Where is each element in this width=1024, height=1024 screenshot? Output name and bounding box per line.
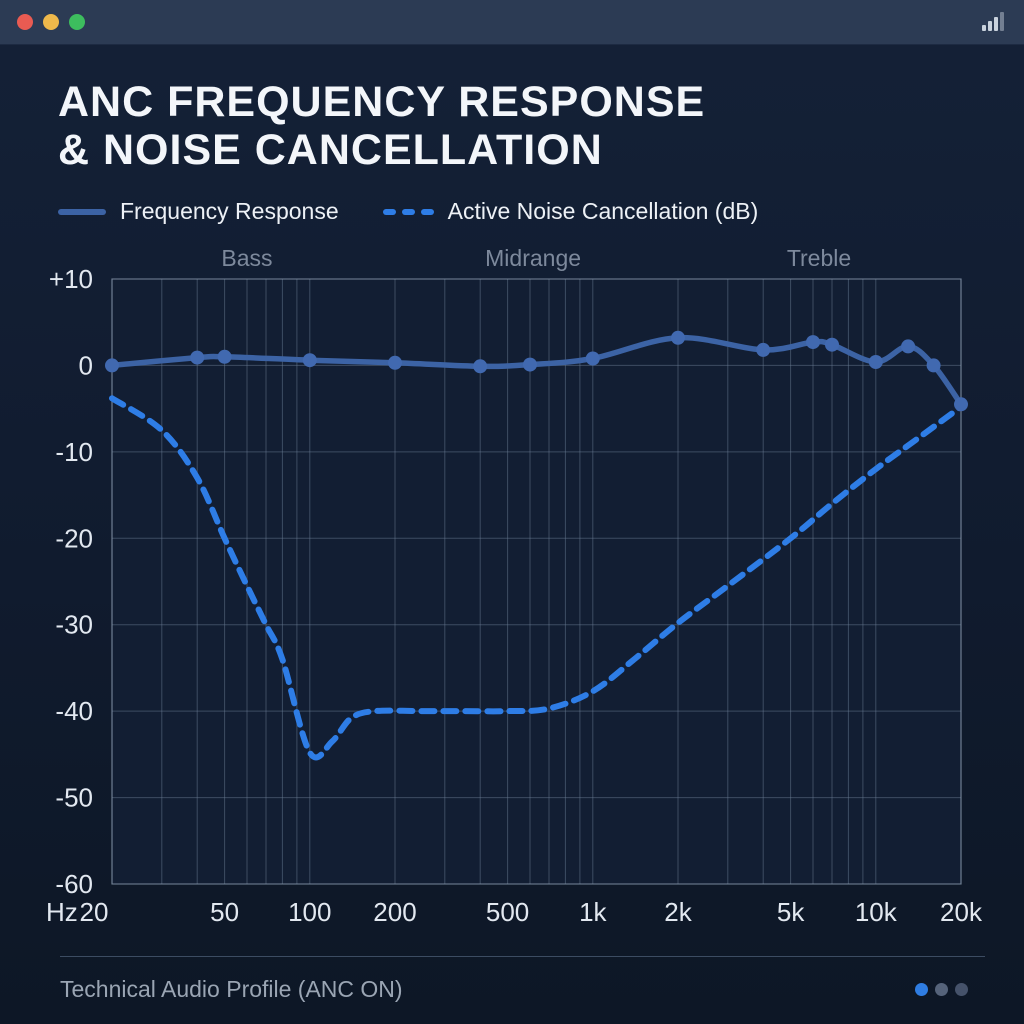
y-tick-label: -20 xyxy=(55,523,93,553)
legend-label: Frequency Response xyxy=(120,198,339,224)
plot-border xyxy=(111,278,962,885)
x-tick-label: 200 xyxy=(373,897,416,927)
frequency-response-chart: Bass Midrange Treble +10 0 -10 -20 -30 -40 -50 -60… xyxy=(46,245,983,927)
legend-label: Active Noise Cancellation (dB) xyxy=(447,198,759,224)
y-tick-label: -50 xyxy=(55,783,93,813)
x-tick-label: 500 xyxy=(486,897,529,927)
page-dot-3[interactable] xyxy=(955,983,968,996)
close-button[interactable] xyxy=(17,14,33,30)
x-tick-label: 20k xyxy=(940,897,983,927)
x-tick-label: 1k xyxy=(579,897,607,927)
x-axis-unit-label: Hz xyxy=(46,897,78,927)
y-tick-label: 0 xyxy=(79,350,93,380)
dashed-line-swatch-icon xyxy=(382,208,434,215)
data-point-marker xyxy=(806,335,820,350)
data-point-marker xyxy=(671,330,685,345)
chart-area: Bass Midrange Treble +10 0 -10 -20 -30 -40 -50 -60… xyxy=(0,232,1024,944)
series-dashed xyxy=(109,395,964,761)
page-title-line1: ANC FREQUENCY RESPONSE xyxy=(58,78,706,126)
y-tick-label: -10 xyxy=(55,437,93,467)
series-solid xyxy=(109,335,964,408)
footer-caption: Technical Audio Profile (ANC ON) xyxy=(60,976,403,1002)
x-tick-label: 5k xyxy=(777,897,805,927)
data-point-marker xyxy=(954,397,968,412)
x-tick-label: 100 xyxy=(288,897,331,927)
y-tick-label: -40 xyxy=(55,696,93,726)
data-point-marker xyxy=(302,353,317,368)
data-point-marker xyxy=(926,358,941,373)
x-tick-label: 50 xyxy=(210,897,239,927)
data-point-marker xyxy=(105,358,119,373)
data-point-marker xyxy=(901,339,916,354)
data-point-marker xyxy=(388,355,402,370)
data-point-marker xyxy=(190,350,205,365)
data-point-marker xyxy=(217,349,232,364)
minimize-button[interactable] xyxy=(43,14,59,30)
page-title-line2: & NOISE CANCELLATION xyxy=(58,126,603,174)
signal-bars-icon xyxy=(982,12,1004,31)
data-point-marker xyxy=(756,342,771,357)
chart-legend: Frequency Response Active Noise Cancella… xyxy=(58,198,758,225)
solid-line-swatch-icon xyxy=(58,208,106,215)
y-tick-label: +10 xyxy=(49,264,93,294)
page-dot-2[interactable] xyxy=(935,983,948,996)
x-tick-label: 10k xyxy=(855,897,898,927)
titlebar xyxy=(0,0,1024,45)
x-tick-label: 20 xyxy=(80,897,109,927)
data-point-marker xyxy=(868,355,883,369)
data-point-marker xyxy=(523,357,537,372)
legend-item-frequency-response: Frequency Response xyxy=(58,198,339,225)
page-title: ANC FREQUENCY RESPONSE & NOISE CANCELLAT… xyxy=(58,78,705,174)
data-point-marker xyxy=(825,337,839,352)
band-label-midrange: Midrange xyxy=(485,245,581,271)
data-point-marker xyxy=(473,359,488,374)
band-label-bass: Bass xyxy=(221,245,272,271)
plot-background xyxy=(112,279,961,884)
window-controls xyxy=(17,14,85,30)
y-tick-label: -30 xyxy=(55,610,93,640)
maximize-button[interactable] xyxy=(69,14,85,30)
band-label-treble: Treble xyxy=(787,245,851,271)
data-point-marker xyxy=(585,351,600,366)
footer-divider xyxy=(60,956,985,957)
page-dot-1[interactable] xyxy=(915,983,928,996)
legend-item-anc: Active Noise Cancellation (dB) xyxy=(382,198,759,225)
pagination xyxy=(915,983,968,996)
y-tick-label: -60 xyxy=(55,869,93,899)
x-tick-label: 2k xyxy=(664,897,692,927)
